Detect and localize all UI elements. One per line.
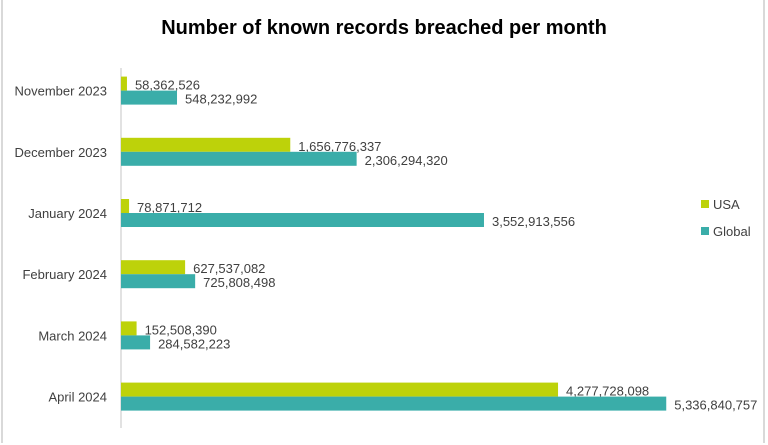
bar-usa — [121, 199, 130, 213]
bar-global — [121, 90, 178, 105]
legend-label-global: Global — [713, 224, 751, 239]
category-label: February 2024 — [22, 267, 107, 282]
data-label-global: 3,552,913,556 — [492, 214, 575, 229]
bar-usa — [121, 137, 291, 152]
bar-usa — [121, 321, 137, 336]
category-label: April 2024 — [48, 390, 107, 405]
bar-global — [121, 274, 196, 289]
category-label: December 2023 — [15, 145, 108, 160]
bar-usa — [121, 76, 127, 91]
chart-title: Number of known records breached per mon… — [161, 17, 607, 39]
bar-global — [121, 213, 484, 227]
bar-global — [121, 335, 151, 350]
data-label-global: 725,808,498 — [203, 275, 275, 290]
category-label: January 2024 — [28, 206, 107, 221]
data-label-global: 284,582,223 — [158, 336, 230, 351]
data-label-usa: 1,656,776,337 — [298, 139, 381, 154]
bar-usa — [121, 260, 186, 275]
data-label-usa: 58,362,526 — [135, 78, 200, 93]
legend-swatch-usa — [701, 200, 709, 208]
bar-global — [121, 151, 357, 166]
data-label-usa: 78,871,712 — [137, 200, 202, 215]
data-label-global: 5,336,840,757 — [674, 398, 757, 413]
bar-global — [121, 396, 667, 411]
data-label-usa: 4,277,728,098 — [566, 384, 649, 399]
data-label-usa: 152,508,390 — [145, 322, 217, 337]
legend-label-usa: USA — [713, 197, 740, 212]
data-label-usa: 627,537,082 — [193, 261, 265, 276]
data-label-global: 548,232,992 — [185, 92, 257, 107]
category-label: March 2024 — [38, 328, 107, 343]
bar-usa — [121, 382, 559, 397]
legend-swatch-global — [701, 227, 709, 235]
data-label-global: 2,306,294,320 — [365, 153, 448, 168]
category-label: November 2023 — [15, 84, 108, 99]
